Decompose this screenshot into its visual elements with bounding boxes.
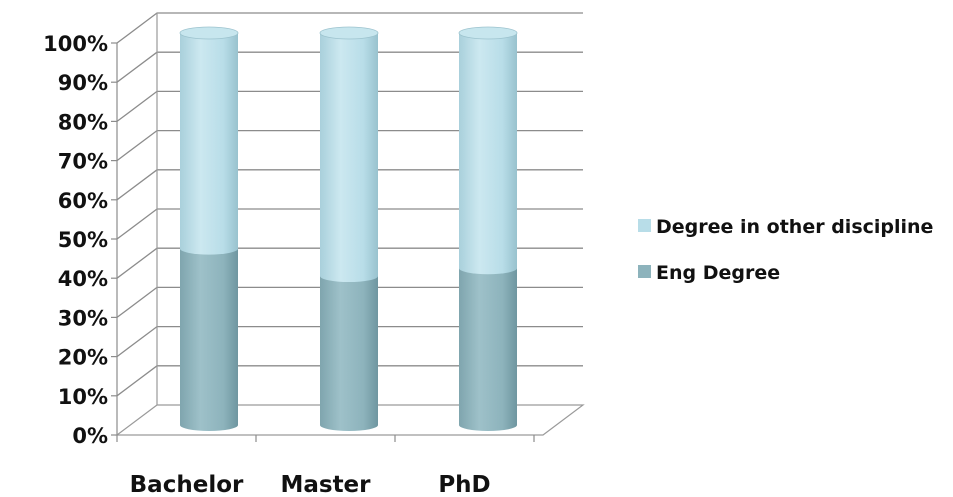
bar-top-cap bbox=[179, 26, 239, 40]
y-tick-label: 60% bbox=[58, 189, 108, 213]
legend-label-other-discipline: Degree in other discipline bbox=[656, 216, 933, 238]
bars bbox=[179, 26, 518, 431]
y-tick-label: 70% bbox=[58, 150, 108, 174]
bar-group-master bbox=[319, 26, 379, 431]
y-tick-label: 30% bbox=[58, 306, 108, 330]
y-axis-tick-labels: 0% 10% 20% 30% 40% 50% 60% 70% 80% 90% 100% bbox=[43, 32, 108, 448]
x-category-label: Bachelor bbox=[130, 472, 244, 497]
y-tick-label: 40% bbox=[58, 267, 108, 291]
y-tick-label: 50% bbox=[58, 228, 108, 252]
y-tick-label: 90% bbox=[58, 71, 108, 95]
bar-segment bbox=[320, 276, 378, 431]
bar-segment bbox=[459, 33, 517, 275]
y-tick-label: 0% bbox=[72, 424, 108, 448]
bar-segment bbox=[180, 248, 238, 431]
bar-top-cap bbox=[458, 26, 518, 40]
legend-swatch-eng-degree bbox=[638, 265, 651, 278]
axes bbox=[111, 13, 585, 442]
x-category-label: PhD bbox=[438, 472, 490, 497]
y-tick-label: 100% bbox=[43, 32, 108, 56]
y-tick-label: 10% bbox=[58, 385, 108, 409]
bar-segment bbox=[320, 33, 378, 283]
bar-segment bbox=[180, 33, 238, 255]
bar-group-phd bbox=[458, 26, 518, 431]
x-category-label: Master bbox=[280, 472, 371, 497]
y-tick-label: 20% bbox=[58, 346, 108, 370]
bar-group-bachelor bbox=[179, 26, 239, 431]
floor bbox=[115, 404, 585, 436]
y-tick-label: 80% bbox=[58, 110, 108, 134]
bar-segment bbox=[459, 268, 517, 431]
legend-swatch-other-discipline bbox=[638, 219, 651, 232]
legend-label-eng-degree: Eng Degree bbox=[656, 262, 780, 284]
x-axis-category-labels: Bachelor Master PhD bbox=[130, 472, 491, 497]
bar-top-cap bbox=[319, 26, 379, 40]
legend: Degree in other discipline Eng Degree bbox=[638, 216, 933, 284]
